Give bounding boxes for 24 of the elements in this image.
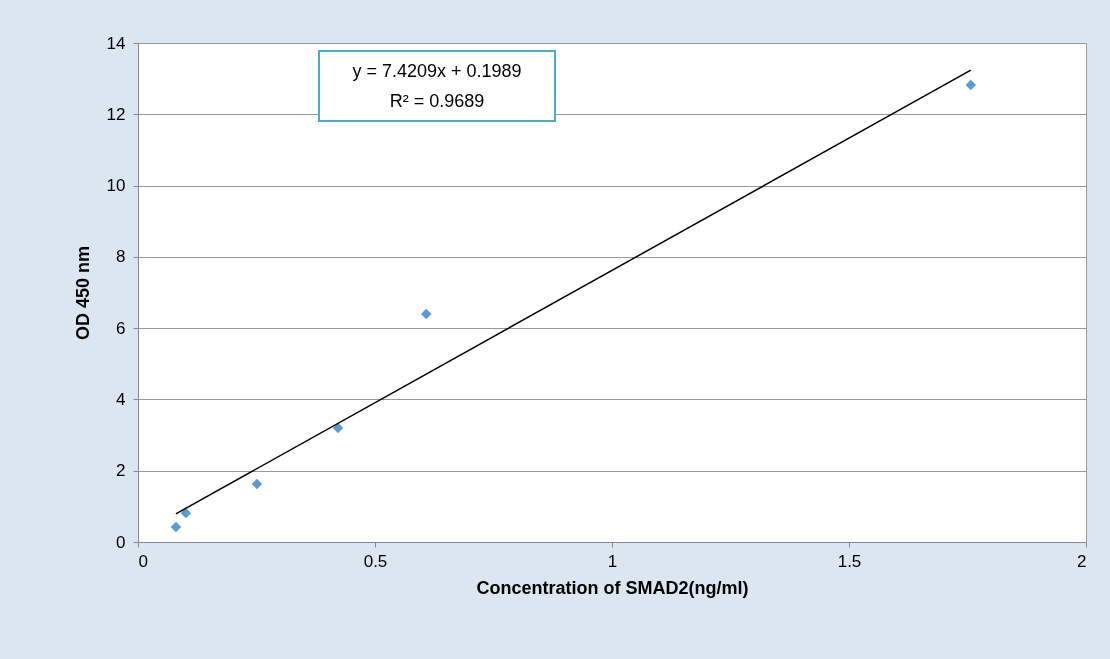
y-tick-label: 4 bbox=[116, 389, 126, 409]
x-axis-title: Concentration of SMAD2(ng/ml) bbox=[476, 577, 749, 598]
x-tick-label: 0 bbox=[138, 551, 148, 571]
y-tick-label: 10 bbox=[106, 176, 126, 196]
x-tick-label: 0.5 bbox=[363, 551, 388, 571]
point bbox=[170, 521, 182, 533]
annotation: y = 7.4209x + 0.1989 bbox=[351, 60, 523, 83]
x-tick-label: 1.5 bbox=[837, 551, 862, 571]
point bbox=[420, 308, 432, 320]
y-tick-label: 12 bbox=[106, 104, 126, 124]
y-tick-label: 14 bbox=[106, 33, 126, 53]
y-axis-title: OD 450 nm bbox=[72, 245, 93, 341]
y-tick-label: 0 bbox=[116, 532, 126, 552]
y-tick-label: 2 bbox=[116, 461, 126, 481]
point bbox=[251, 478, 263, 490]
point bbox=[965, 79, 977, 91]
x-tick-label: 1 bbox=[607, 551, 618, 571]
y-tick-label: 6 bbox=[116, 318, 126, 338]
note-box: y = 7.4209x + 0.1989 R² = 0.9689 bbox=[318, 50, 556, 122]
y-tick-label: 8 bbox=[116, 247, 126, 267]
point bbox=[332, 422, 344, 434]
point bbox=[180, 507, 192, 519]
annotation: R² = 0.9689 bbox=[388, 90, 486, 113]
x-tick-label: 2 bbox=[1077, 551, 1087, 571]
